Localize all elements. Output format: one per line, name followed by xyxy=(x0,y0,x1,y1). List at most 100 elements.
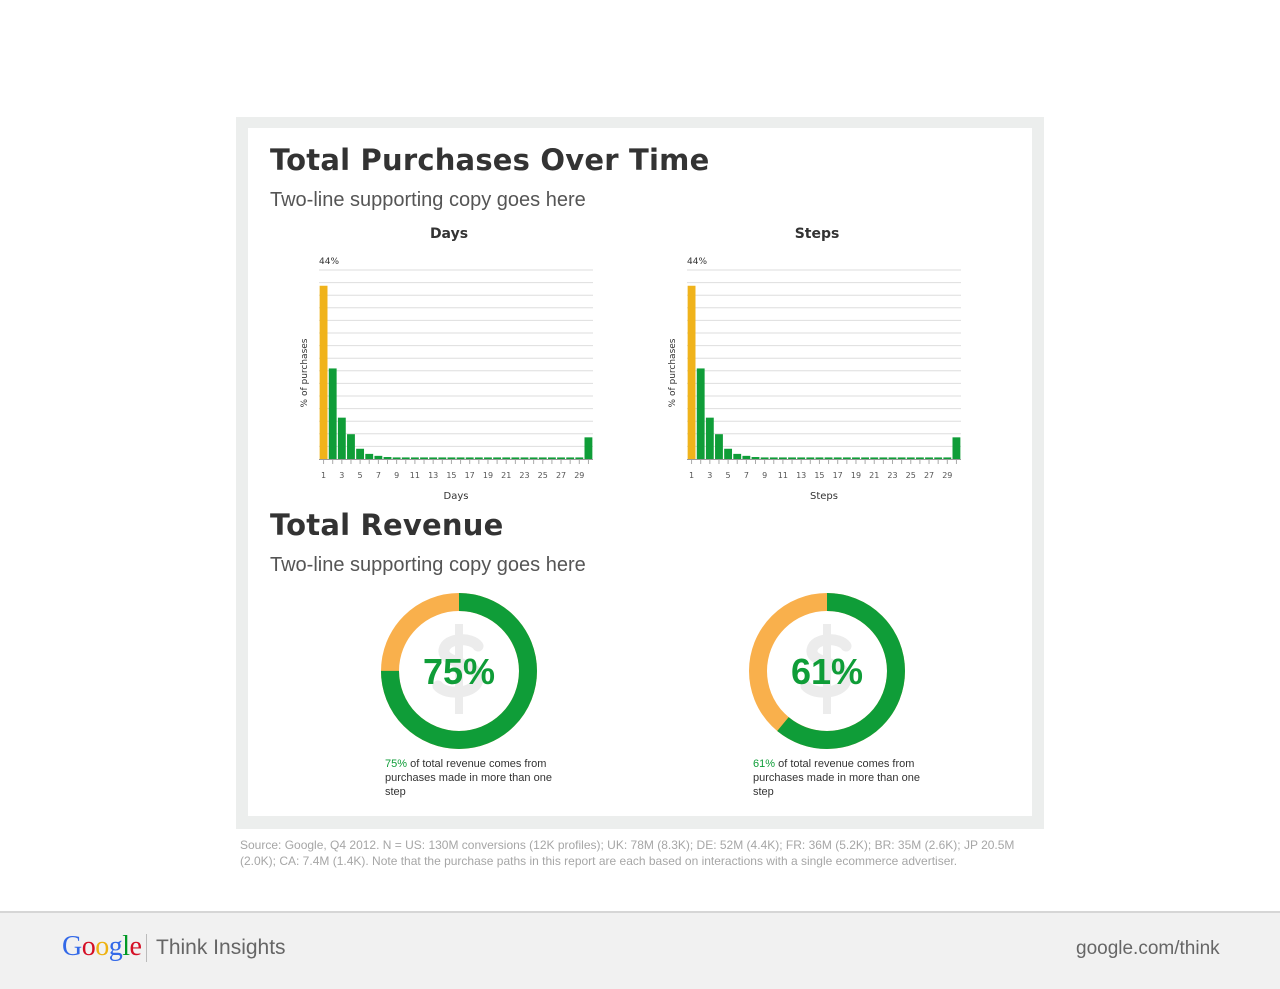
bar xyxy=(696,368,705,459)
bar xyxy=(538,457,547,459)
x-axis-label: Steps xyxy=(810,491,838,502)
bar xyxy=(852,457,860,459)
bar xyxy=(420,457,428,459)
bar xyxy=(705,417,714,459)
chart-title: Days xyxy=(430,226,468,242)
x-tick-label: 15 xyxy=(814,471,824,480)
bar xyxy=(456,457,465,459)
bar xyxy=(502,457,511,459)
x-tick-label: 3 xyxy=(707,471,712,480)
bar xyxy=(520,457,529,459)
donut-main-slice xyxy=(749,593,905,749)
donut-caption-75: 75% of total revenue comes from purchase… xyxy=(385,757,565,799)
bar xyxy=(934,457,943,459)
x-tick-label: 27 xyxy=(556,471,566,480)
x-tick-label: 11 xyxy=(410,471,420,480)
x-tick-label: 7 xyxy=(376,471,381,480)
x-tick-label: 9 xyxy=(762,471,767,480)
bar xyxy=(465,457,474,459)
bar xyxy=(733,453,742,459)
bar xyxy=(742,455,751,459)
content-card xyxy=(248,128,1032,816)
x-tick-label: 3 xyxy=(339,471,344,480)
x-tick-label: 11 xyxy=(778,471,788,480)
bar xyxy=(410,457,419,459)
bar xyxy=(575,457,584,459)
source-note: Source: Google, Q4 2012. N = US: 130M co… xyxy=(240,838,1015,868)
donut-chart-61: 61% xyxy=(749,593,905,749)
x-tick-label: 25 xyxy=(906,471,916,480)
bar xyxy=(511,457,520,459)
bar xyxy=(447,457,456,459)
bar xyxy=(356,448,365,459)
bar xyxy=(879,457,888,459)
logo-letter: o xyxy=(81,931,96,962)
x-tick-label: 1 xyxy=(321,471,326,480)
bar xyxy=(724,448,733,459)
bar xyxy=(365,453,374,459)
x-tick-label: 23 xyxy=(519,471,529,480)
x-tick-label: 5 xyxy=(726,471,731,480)
bar xyxy=(547,457,556,459)
x-tick-label: 7 xyxy=(744,471,749,480)
x-tick-label: 19 xyxy=(851,471,861,480)
x-tick-label: 17 xyxy=(465,471,475,480)
bar xyxy=(833,457,842,459)
bar xyxy=(438,457,447,459)
bar xyxy=(383,457,392,459)
bar xyxy=(778,457,787,459)
bar xyxy=(788,457,796,459)
x-tick-label: 19 xyxy=(483,471,493,480)
x-tick-label: 17 xyxy=(833,471,843,480)
section-title-purchases: Total Purchases Over Time xyxy=(270,143,710,177)
x-tick-label: 25 xyxy=(538,471,548,480)
bar xyxy=(493,457,502,459)
bar xyxy=(806,457,815,459)
bar xyxy=(824,457,833,459)
bar xyxy=(870,457,879,459)
x-tick-label: 13 xyxy=(428,471,438,480)
bar xyxy=(952,437,961,459)
bar xyxy=(374,455,383,459)
bar xyxy=(687,285,696,459)
bar xyxy=(429,457,438,459)
bar xyxy=(906,457,915,459)
caption-text: of total revenue comes from purchases ma… xyxy=(753,758,920,798)
bar xyxy=(319,285,328,459)
logo-letter: G xyxy=(62,931,82,962)
donut-value-label: 75% xyxy=(423,651,495,692)
footer-product-name: Think Insights xyxy=(156,936,286,959)
logo-letter: o xyxy=(95,931,109,962)
bar xyxy=(797,457,806,459)
logo-letter: e xyxy=(129,931,142,962)
bar xyxy=(584,437,593,459)
y-axis-label: % of purchases xyxy=(300,338,310,407)
google-logo[interactable]: Google xyxy=(62,931,142,963)
logo-letter: g xyxy=(108,931,123,962)
x-tick-label: 27 xyxy=(924,471,934,480)
chart-title: Steps xyxy=(795,226,840,242)
footer-bar xyxy=(0,911,1280,989)
x-tick-label: 13 xyxy=(796,471,806,480)
bar xyxy=(401,457,410,459)
section-subtitle-purchases: Two-line supporting copy goes here xyxy=(270,189,586,211)
logo-divider xyxy=(146,934,147,962)
bar xyxy=(715,434,723,459)
x-axis-label: Days xyxy=(444,491,469,502)
peak-value-label: 44% xyxy=(319,257,339,267)
donut-value-label: 61% xyxy=(791,651,863,692)
bar xyxy=(337,417,346,459)
bar xyxy=(328,368,337,459)
bar xyxy=(392,457,401,459)
bar xyxy=(347,434,355,459)
footer-url-link[interactable]: google.com/think xyxy=(1076,938,1220,959)
bar xyxy=(566,457,575,459)
bar xyxy=(751,457,760,459)
logo-letter: l xyxy=(122,931,130,962)
caption-highlight: 61% xyxy=(753,758,776,770)
bar xyxy=(861,457,870,459)
x-tick-label: 29 xyxy=(574,471,584,480)
x-tick-label: 15 xyxy=(446,471,456,480)
